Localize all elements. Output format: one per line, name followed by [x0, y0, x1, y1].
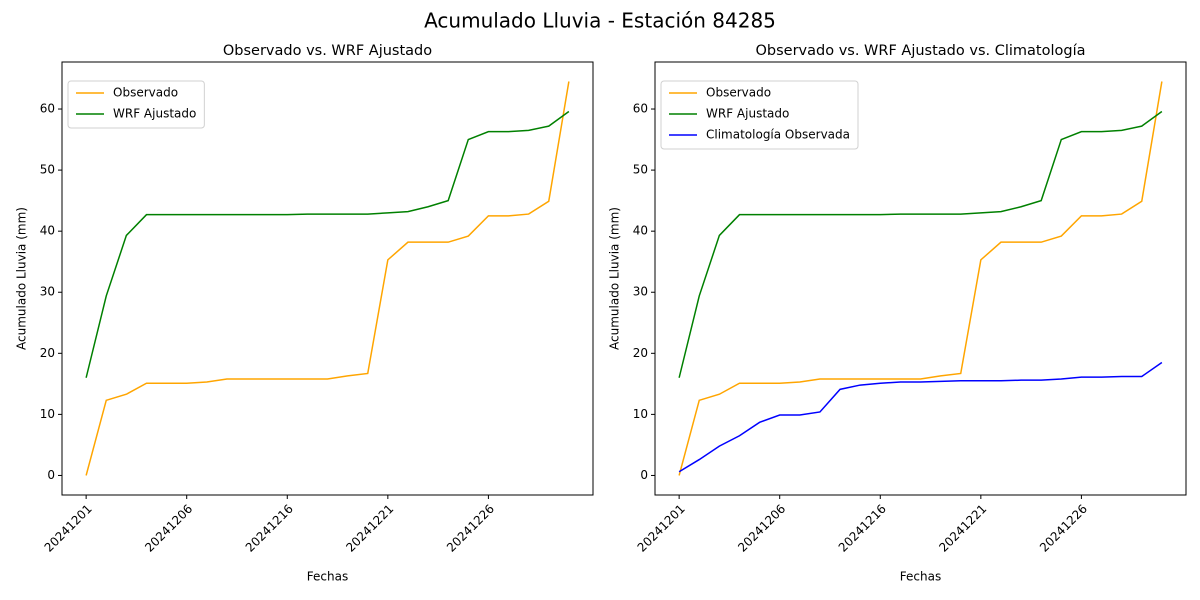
legend-frame	[660, 80, 859, 150]
y-tick-label: 40	[633, 224, 648, 238]
x-tick-label: 20241201	[42, 502, 95, 555]
legend-label: WRF Ajustado	[706, 107, 789, 121]
y-axis-label: Acumulado Lluvia (mm)	[15, 207, 29, 350]
x-axis-label: Fechas	[900, 570, 941, 584]
x-tick-label: 20241226	[444, 502, 497, 555]
x-tick-label: 20241221	[343, 502, 396, 555]
legend-label: Observado	[706, 86, 771, 100]
x-tick-label: 20241221	[936, 502, 989, 555]
y-tick-label: 30	[633, 285, 648, 299]
chart-title: Observado vs. WRF Ajustado vs. Climatolo…	[756, 43, 1086, 59]
legend-label: Observado	[113, 86, 178, 100]
x-tick-label: 20241206	[735, 502, 788, 555]
y-tick-label: 20	[40, 346, 55, 360]
y-tick-label: 30	[40, 285, 55, 299]
y-tick-label: 0	[47, 468, 55, 482]
y-tick-label: 50	[633, 163, 648, 177]
x-axis-label: Fechas	[307, 570, 348, 584]
plot-frame	[654, 61, 1187, 496]
legend-label: Climatología Observada	[706, 128, 850, 142]
legend: Observado WRF Ajustado Climatología Observ…	[660, 80, 859, 150]
y-tick-label: 40	[40, 224, 55, 238]
x-tick-label: 20241226	[1037, 502, 1090, 555]
x-tick-label: 20241206	[142, 502, 195, 555]
y-tick-label: 60	[633, 102, 648, 116]
y-tick-label: 10	[633, 407, 648, 421]
y-axis-label: Acumulado Lluvia (mm)	[608, 207, 622, 350]
y-tick-label: 60	[40, 102, 55, 116]
figure-title: Acumulado Lluvia - Estación 84285	[424, 9, 776, 33]
y-tick-label: 10	[40, 407, 55, 421]
x-tick-label: 20241216	[243, 502, 296, 555]
y-tick-label: 0	[640, 468, 648, 482]
series-line	[678, 110, 1163, 378]
chart-title: Observado vs. WRF Ajustado	[223, 43, 432, 59]
legend-label: WRF Ajustado	[113, 107, 196, 121]
y-tick-label: 50	[40, 163, 55, 177]
legend: Observado WRF Ajustado	[67, 80, 205, 129]
x-tick-label: 20241201	[635, 502, 688, 555]
series-line	[85, 110, 570, 378]
series-line	[85, 81, 570, 476]
plot-frame	[61, 61, 594, 496]
x-tick-label: 20241216	[836, 502, 889, 555]
series-line	[678, 81, 1163, 476]
y-tick-label: 20	[633, 346, 648, 360]
series-line	[678, 361, 1163, 473]
